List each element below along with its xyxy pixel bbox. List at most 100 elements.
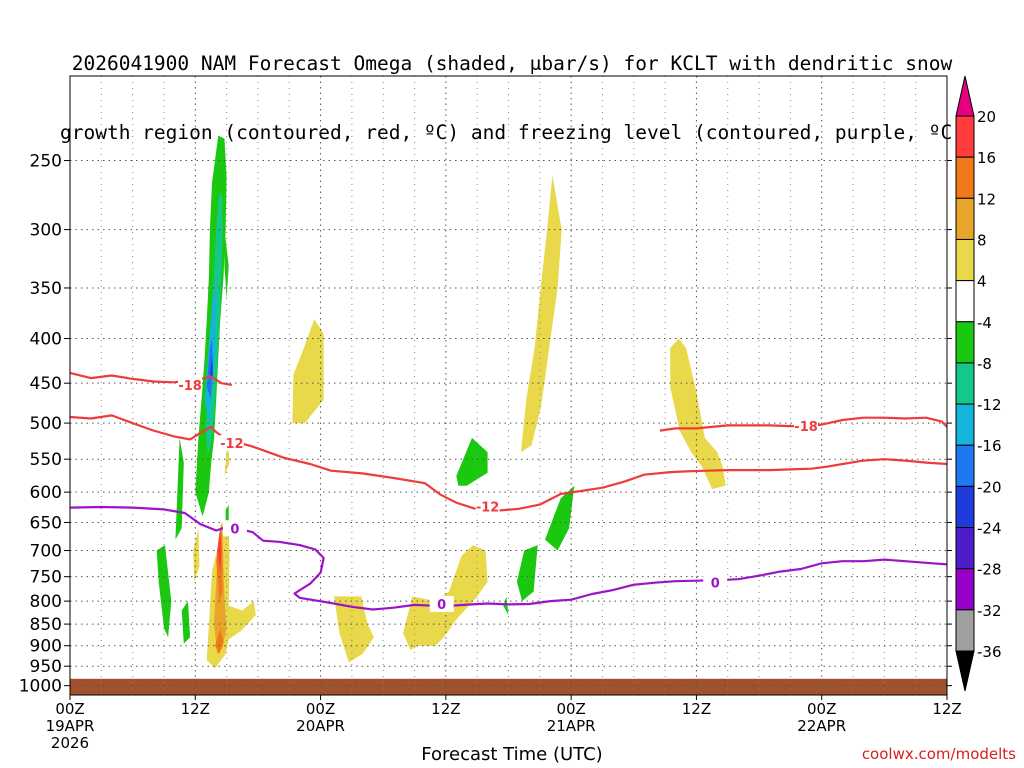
contour-label-bg — [222, 520, 247, 537]
colorbar-label: -32 — [977, 602, 1002, 620]
ground-layer — [70, 678, 947, 695]
y-tick-label: 350 — [30, 279, 62, 299]
colorbar-box — [955, 362, 975, 405]
x-axis-title: Forecast Time (UTC) — [421, 744, 603, 765]
ground-shading — [70, 678, 947, 695]
colorbar-label: -36 — [977, 643, 1002, 661]
omega-area — [193, 528, 200, 582]
colorbar-label: -24 — [977, 520, 1002, 538]
colorbar: 20 16 12 8 4 -4 -8 -12 -16 -20 -24 -28 -32 -36 — [955, 75, 1002, 692]
omega-area — [456, 437, 488, 486]
y-tick-label: 550 — [30, 450, 62, 470]
omega-area — [206, 338, 213, 400]
omega-area — [670, 338, 726, 489]
y-tick-label: 450 — [30, 374, 62, 394]
colorbar-box — [955, 609, 975, 652]
chart-title-line2: growth region (contoured, red, ºC) and f… — [60, 121, 964, 144]
x-tick-label: 00Z — [556, 700, 585, 718]
contour-label: 0 — [230, 522, 239, 537]
y-tick-label: 600 — [30, 483, 62, 503]
contour-label: -12 — [476, 500, 500, 515]
omega-area — [545, 485, 575, 551]
credit-link[interactable]: coolwx.com/modelts — [861, 745, 1016, 763]
omega-area — [516, 545, 538, 602]
omega-area — [292, 319, 324, 424]
colorbar-box — [955, 280, 975, 323]
chart-axes: 2503003504004505005506006507007508008509… — [19, 75, 962, 752]
colorbar-box — [955, 444, 975, 487]
contour-label: 0 — [437, 598, 446, 613]
x-tick-label: 00Z — [807, 700, 836, 718]
x-tick-label: 21APR — [547, 717, 596, 735]
colorbar-label: -20 — [977, 478, 1002, 496]
chart-title-line1: 2026041900 NAM Forecast Omega (shaded, μ… — [71, 52, 953, 75]
x-tick-label: 00Z — [55, 700, 84, 718]
x-tick-label: 12Z — [932, 700, 961, 718]
x-tick-label: 22APR — [797, 717, 846, 735]
omega-area — [209, 357, 213, 379]
omega-area — [206, 522, 256, 669]
colorbar-box — [955, 568, 975, 611]
y-tick-label: 250 — [30, 152, 62, 172]
contour-label: 0 — [711, 577, 720, 592]
y-tick-label: 400 — [30, 330, 62, 350]
colorbar-box — [955, 238, 975, 282]
plot-border — [69, 75, 948, 696]
colorbar-label: -8 — [977, 355, 992, 373]
x-tick-label: 19APR — [46, 717, 95, 735]
contour-label-bg — [703, 574, 728, 591]
contour-label: -18 — [794, 420, 818, 435]
omega-area — [334, 596, 374, 663]
y-tick-label: 850 — [30, 615, 62, 635]
x-tick-label: 20APR — [296, 717, 345, 735]
y-tick-label: 500 — [30, 414, 62, 434]
colorbar-label: -4 — [977, 314, 992, 332]
x-tick-label: 2026 — [51, 734, 89, 752]
omega-area — [215, 628, 224, 655]
y-tick-label: 800 — [30, 592, 62, 612]
chart-title: 2026041900 NAM Forecast Omega (shaded, μ… — [0, 6, 1024, 167]
x-tick-label: 12Z — [431, 700, 460, 718]
contour-line — [69, 371, 232, 386]
colorbar-label: 4 — [977, 273, 987, 291]
colorbar-box — [955, 527, 975, 570]
colorbar-box — [955, 156, 975, 199]
contour-label-bg — [794, 418, 819, 435]
y-tick-label: 300 — [30, 221, 62, 241]
x-tick-label: 12Z — [682, 700, 711, 718]
x-tick-label: 00Z — [306, 700, 335, 718]
contour-label-bg — [178, 376, 203, 393]
colorbar-label: 20 — [977, 108, 996, 126]
y-tick-label: 650 — [30, 513, 62, 533]
colorbar-label: -28 — [977, 561, 1002, 579]
y-tick-label: 750 — [30, 568, 62, 588]
contour-label-bg — [429, 595, 454, 612]
contour-line — [69, 505, 948, 611]
colorbar-label: 8 — [977, 231, 987, 249]
colorbar-label: -16 — [977, 437, 1002, 455]
omega-area — [181, 601, 191, 644]
y-tick-label: 900 — [30, 637, 62, 657]
omega-area — [175, 437, 184, 540]
colorbar-label: 16 — [977, 149, 996, 167]
omega-shading — [156, 135, 726, 669]
contour-label-bg — [219, 435, 244, 452]
omega-area — [521, 175, 562, 453]
y-tick-label: 950 — [30, 657, 62, 677]
colorbar-box — [955, 197, 975, 240]
colorbar-label: 12 — [977, 190, 996, 208]
colorbar-box — [955, 485, 975, 529]
contour-lines: -18 -18 -12 -12 0 0 0 — [69, 371, 948, 613]
omega-area — [217, 528, 222, 572]
contour-label: -12 — [220, 437, 244, 452]
contour-label: -18 — [178, 379, 202, 394]
colorbar-arrow-bottom — [955, 650, 975, 692]
colorbar-box — [955, 403, 975, 446]
x-tick-label: 12Z — [181, 700, 210, 718]
colorbar-label: -12 — [977, 396, 1002, 414]
omega-area — [224, 229, 229, 299]
colorbar-box — [955, 115, 975, 158]
y-tick-label: 1000 — [19, 677, 62, 697]
omega-area — [156, 545, 172, 638]
